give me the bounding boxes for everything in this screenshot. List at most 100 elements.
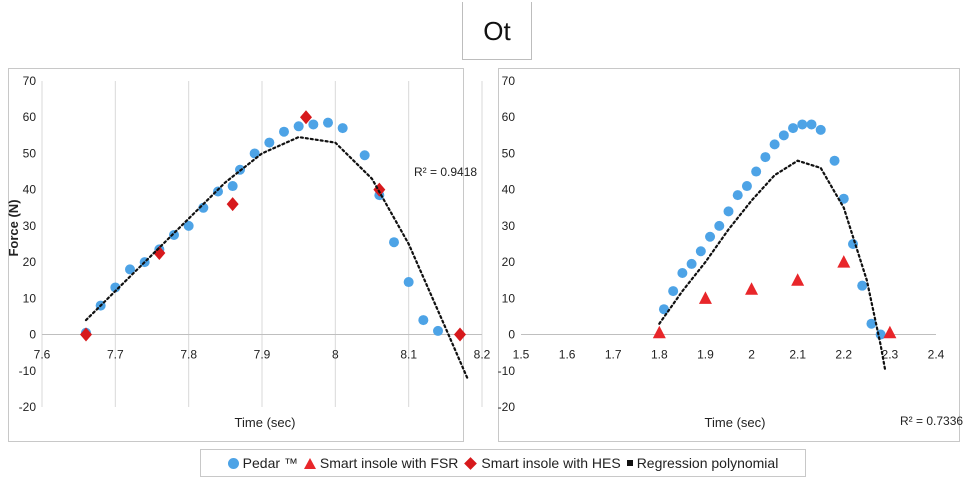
right-pedar-point xyxy=(769,139,780,150)
left-x-tick-label: 8.2 xyxy=(474,348,491,362)
right-y-tick-label: 50 xyxy=(502,146,516,160)
left-pedar-point xyxy=(418,315,429,326)
right-fsr-point xyxy=(791,273,805,286)
right-pedar-point xyxy=(723,206,734,217)
left-y-tick-label: 40 xyxy=(23,183,37,197)
right-pedar-point xyxy=(714,220,725,231)
right-fsr-point xyxy=(883,325,897,339)
left-pedar-point xyxy=(279,126,289,137)
left-x-tick-label: 7.8 xyxy=(180,348,197,362)
right-pedar-point xyxy=(797,119,808,130)
right-x-tick-label: 1.7 xyxy=(605,348,622,362)
right-y-tick-label: 70 xyxy=(502,74,516,88)
right-fsr-point xyxy=(745,282,759,295)
left-pedar-point xyxy=(389,237,399,248)
legend-item-regression: Regression polynomial xyxy=(626,455,779,471)
right-pedar-point xyxy=(751,166,762,177)
right-pedar-point xyxy=(668,286,679,297)
left-pedar-point xyxy=(433,325,443,336)
left-pedar-point xyxy=(293,121,304,132)
left-pedar-point xyxy=(308,119,319,130)
right-x-tick-label: 1.9 xyxy=(697,348,714,362)
left-y-tick-label: 60 xyxy=(23,110,37,124)
right-x-tick-label: 2 xyxy=(748,348,755,362)
right-fsr-point xyxy=(698,291,712,304)
chart-frame-right xyxy=(498,68,960,442)
left-y-tick-label: 10 xyxy=(23,291,37,305)
legend-label-hes: Smart insole with HES xyxy=(481,455,621,471)
right-fsr-point xyxy=(837,255,851,268)
right-x-tick-label: 2.3 xyxy=(882,348,899,362)
left-pedar-point xyxy=(337,123,348,134)
legend-label-fsr: Smart insole with FSR xyxy=(319,455,459,471)
figure-title: Ot xyxy=(462,2,532,60)
legend-item-fsr: Smart insole with FSR xyxy=(303,455,459,471)
left-y-tick-label: -10 xyxy=(19,364,37,378)
right-r-squared-label: R² = 0.7336 xyxy=(900,414,963,428)
left-x-tick-label: 8.1 xyxy=(400,348,417,362)
left-hes-point xyxy=(80,327,92,342)
right-pedar-point xyxy=(686,258,697,269)
right-y-tick-label: 60 xyxy=(502,110,516,124)
legend: Pedar ™ Smart insole with FSR Smart inso… xyxy=(200,449,806,477)
left-y-tick-label: 20 xyxy=(23,255,37,269)
left-x-tick-label: 7.9 xyxy=(254,348,271,362)
right-pedar-point xyxy=(788,123,799,134)
left-pedar-point xyxy=(264,137,275,148)
left-pedar-point xyxy=(403,277,414,288)
square-marker-icon xyxy=(626,460,633,466)
right-y-tick-label: 30 xyxy=(502,219,516,233)
right-y-tick-label: 10 xyxy=(502,291,516,305)
right-pedar-point xyxy=(857,280,868,291)
triangle-marker-icon xyxy=(303,457,316,469)
left-pedar-point xyxy=(359,150,370,161)
right-pedar-point xyxy=(829,155,840,166)
legend-label-pedar: Pedar ™ xyxy=(242,455,298,471)
left-hes-point xyxy=(454,327,466,342)
left-x-axis-label: Time (sec) xyxy=(235,415,296,430)
left-pedar-point xyxy=(183,220,194,231)
right-pedar-point xyxy=(705,231,716,242)
right-pedar-point xyxy=(695,246,706,257)
left-y-axis-label: Force (N) xyxy=(6,199,21,256)
right-pedar-point xyxy=(732,190,743,201)
right-pedar-point xyxy=(815,124,826,135)
right-x-axis-label: Time (sec) xyxy=(705,415,766,430)
right-pedar-point xyxy=(778,130,789,141)
legend-item-hes: Smart insole with HES xyxy=(464,455,621,471)
left-pedar-point xyxy=(110,282,121,293)
right-x-tick-label: 1.6 xyxy=(559,348,576,362)
left-r-squared-label: R² = 0.9418 xyxy=(414,165,477,179)
left-x-tick-label: 8 xyxy=(332,348,339,362)
right-regression-curve xyxy=(658,159,887,372)
right-pedar-point xyxy=(866,318,877,329)
right-x-tick-label: 2.4 xyxy=(928,348,945,362)
left-y-tick-label: 70 xyxy=(23,74,37,88)
left-x-tick-label: 7.7 xyxy=(107,348,124,362)
right-pedar-point xyxy=(838,193,849,204)
right-x-tick-label: 2.2 xyxy=(835,348,852,362)
chart-frame-left xyxy=(8,68,464,442)
right-pedar-point xyxy=(677,267,688,278)
right-fsr-point xyxy=(652,325,666,339)
legend-label-regression: Regression polynomial xyxy=(636,455,779,471)
left-regression-curve xyxy=(84,135,469,380)
left-y-tick-label: 0 xyxy=(29,328,36,342)
right-x-tick-label: 1.5 xyxy=(513,348,530,362)
right-y-tick-label: 40 xyxy=(502,183,516,197)
right-y-tick-label: -20 xyxy=(498,400,516,414)
left-y-tick-label: 50 xyxy=(23,146,37,160)
right-pedar-point xyxy=(658,304,669,315)
left-pedar-point xyxy=(169,229,179,240)
diamond-marker-icon xyxy=(464,456,478,470)
right-pedar-point xyxy=(741,181,752,192)
left-y-tick-label: 30 xyxy=(23,219,37,233)
legend-item-pedar: Pedar ™ xyxy=(227,455,298,471)
right-x-tick-label: 2.1 xyxy=(789,348,806,362)
left-pedar-point xyxy=(213,186,223,197)
left-y-tick-label: -20 xyxy=(19,400,37,414)
right-y-tick-label: 20 xyxy=(502,255,516,269)
right-y-tick-label: -10 xyxy=(498,364,516,378)
left-pedar-point xyxy=(323,117,333,128)
